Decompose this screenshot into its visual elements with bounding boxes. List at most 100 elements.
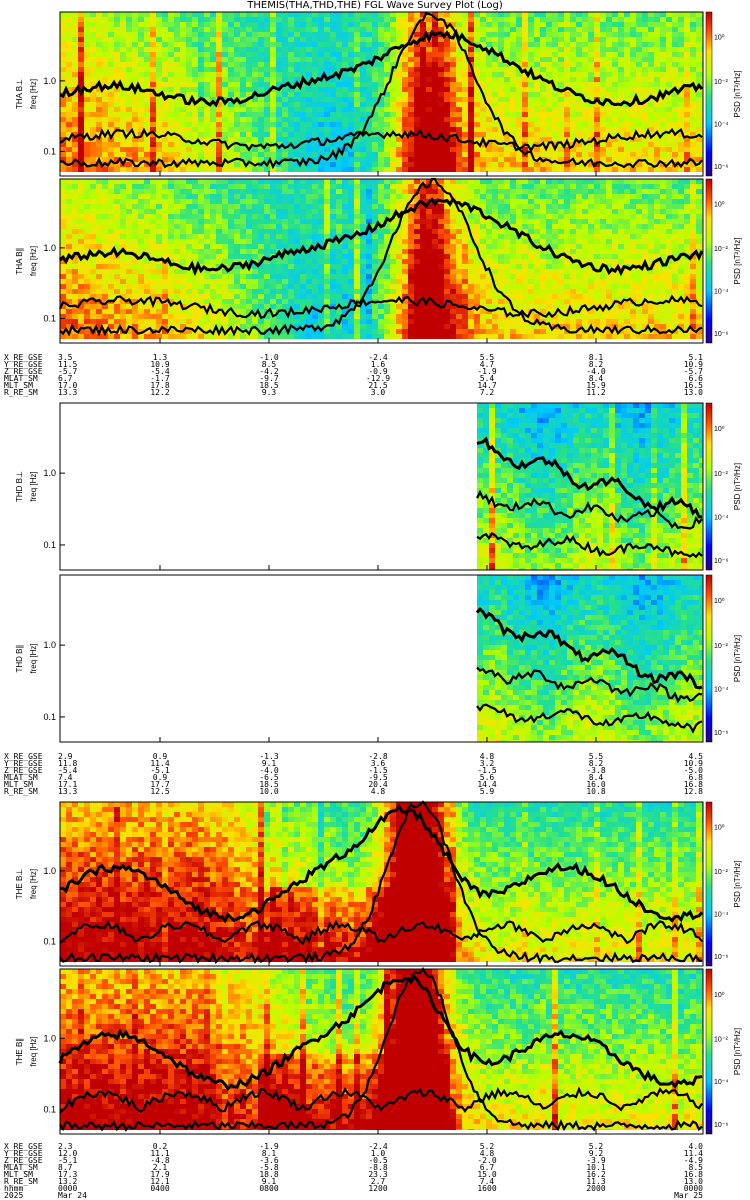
- ephemeris-value: -9.7: [259, 374, 279, 383]
- series-line: [59, 800, 703, 965]
- ephemeris-value: 0400: [150, 1184, 170, 1193]
- y-axis-unit: freq [Hz]: [29, 471, 38, 501]
- no-data-strip: [60, 172, 703, 176]
- ephemeris-value: 10.8: [586, 787, 606, 796]
- ephemeris-label: R_RE_SM: [4, 787, 38, 796]
- ephemeris-value: 14.4: [477, 780, 497, 789]
- ephemeris-value: 9.1: [261, 1177, 277, 1186]
- ephemeris-value: 4.8: [370, 787, 386, 796]
- ephemeris-row: Y_RE_GSE 11.8 11.4 9.1 3.6 3.2 8.2 10.9: [0, 759, 750, 768]
- ephemeris-value: -4.0: [259, 766, 279, 775]
- ephemeris-value: 13.0: [683, 1177, 703, 1186]
- y-tick-label: 1.0: [43, 468, 56, 478]
- no-data-strip: [60, 339, 703, 343]
- ephemeris-label: Z_RE_GSE: [4, 367, 43, 376]
- series-line: [476, 489, 703, 530]
- ephemeris-value: 8.4: [588, 374, 604, 383]
- ephemeris-value: 1.6: [370, 360, 386, 369]
- ephemeris-value: 14.7: [477, 381, 497, 390]
- ephemeris-value: 16.8: [683, 780, 703, 789]
- ephemeris-label: R_RE_SM: [4, 1177, 38, 1186]
- ephemeris-value: 16.2: [586, 1170, 606, 1179]
- colorbar-tick-label: 10⁻²: [714, 79, 728, 86]
- ephemeris-value: 11.4: [150, 759, 170, 768]
- panel-frame: [59, 968, 704, 1135]
- ephemeris-value: 11.2: [586, 388, 606, 397]
- ephemeris-value: 7.4: [479, 1177, 495, 1186]
- ephemeris-value: 18.5: [259, 780, 279, 789]
- ephemeris-row: R_RE_SM 13.3 12.2 9.3 3.0 7.2 11.2 13.0: [0, 388, 750, 397]
- colorbar-tick-label: 10⁰: [714, 201, 725, 209]
- ephemeris-value: -4.8: [150, 1156, 170, 1165]
- y-tick-label: 1.0: [43, 866, 56, 876]
- ephemeris-value: -4.0: [586, 367, 606, 376]
- ephemeris-table-tha: X_RE_GSE 3.5 1.3 -1.0 -2.4 5.5 8.1 5.1 Y_RE_GSE 1…: [0, 353, 750, 397]
- ephemeris-label: MLAT_SM: [4, 374, 38, 383]
- ephemeris-value: 4.5: [688, 752, 703, 761]
- ephemeris-label: MLT_SM: [4, 381, 33, 390]
- series-line: [58, 196, 704, 277]
- colorbar-tick-label: 10⁻²: [714, 869, 728, 876]
- ephemeris-value: 6.7: [479, 1163, 495, 1172]
- ephemeris-value: 5.9: [479, 787, 495, 796]
- y-axis-title: THE B⊥: [15, 869, 24, 900]
- colorbar-tick-label: 10⁻⁴: [714, 515, 729, 522]
- ephemeris-value: 13.3: [58, 787, 78, 796]
- spectrogram-panel-tha-bpar: 1.0 0.1 THA B∥ freq [Hz] 10⁰ 10⁻² 10⁻⁴ 10⁻⁶ PSD …: [15, 177, 742, 344]
- colorbar-tick-label: 10⁰: [714, 991, 725, 999]
- colorbar-tick-label: 10⁻⁶: [714, 558, 728, 565]
- ephemeris-value: 2.7: [370, 1177, 386, 1186]
- ephemeris-value: 5.2: [588, 1142, 604, 1151]
- colorbar-tick-label: 10⁻²: [714, 471, 728, 478]
- ephemeris-value: 5.6: [479, 773, 495, 782]
- ephemeris-table-thd: X_RE_GSE 2.9 0.9 -1.3 -2.8 4.8 5.5 4.5 Y_RE_GSE 1…: [0, 752, 750, 796]
- ephemeris-value: 0.9: [152, 773, 168, 782]
- series-line: [59, 919, 703, 946]
- ephemeris-value: 11.5: [58, 360, 78, 369]
- no-data-strip: [60, 1130, 703, 1134]
- ephemeris-label: hhmm: [4, 1184, 24, 1193]
- colorbar-label: PSD [nT²/Hz]: [733, 860, 742, 907]
- ephemeris-value: 1.3: [152, 353, 168, 362]
- ephemeris-row: X_RE_GSE 2.9 0.9 -1.3 -2.8 4.8 5.5 4.5: [0, 752, 750, 761]
- panel-frame: [59, 801, 704, 967]
- ephemeris-value: 8.1: [588, 353, 604, 362]
- no-data-strip: [60, 962, 703, 966]
- spectrogram-panel-the-bperp: 1.0 0.1 THE B⊥ freq [Hz] 10⁰ 10⁻² 10⁻⁴ 10⁻⁶ PSD …: [15, 800, 742, 967]
- ephemeris-label: R_RE_SM: [4, 388, 38, 397]
- ephemeris-row: MLT_SM 17.3 17.9 18.8 23.3 15.0 16.2 16.8: [0, 1170, 750, 1179]
- ephemeris-value: 12.5: [150, 787, 170, 796]
- ephemeris-value: 8.2: [588, 759, 604, 768]
- spectrogram-panel-thd-bpar: 1.0 0.1 THD B∥ freq [Hz] 10⁰ 10⁻² 10⁻⁴ 10⁻⁶ PSD …: [15, 574, 742, 743]
- ephemeris-row: R_RE_SM 13.3 12.5 10.0 4.8 5.9 10.8 12.8: [0, 787, 750, 796]
- ephemeris-value: 9.3: [261, 388, 277, 397]
- ephemeris-value: 5.1: [688, 353, 703, 362]
- series-line: [59, 1086, 703, 1114]
- y-axis-unit: freq [Hz]: [29, 643, 38, 673]
- series-line: [476, 703, 703, 734]
- ephemeris-value: -5.1: [58, 1156, 78, 1165]
- series-line: [475, 606, 703, 690]
- ephemeris-value: 13.2: [58, 1177, 78, 1186]
- colorbar-label: PSD [nT²/Hz]: [733, 237, 742, 284]
- ephemeris-value: 10.9: [150, 360, 170, 369]
- ephemeris-row: Z_RE_GSE -5.1 -4.8 -3.6 -0.5 -2.0 -3.9 -4.9: [0, 1156, 750, 1165]
- series-line: [476, 666, 703, 704]
- ephemeris-row: R_RE_SM 13.2 12.1 9.1 2.7 7.4 11.3 13.0: [0, 1177, 750, 1186]
- ephemeris-label: MLAT_SM: [4, 1163, 38, 1172]
- ephemeris-value: 1200: [368, 1184, 388, 1193]
- colorbar: [705, 402, 713, 571]
- y-tick-label: 1.0: [43, 1033, 56, 1043]
- colorbar-label: PSD [nT²/Hz]: [733, 463, 742, 510]
- colorbar-tick-label: 10⁰: [714, 824, 725, 832]
- series-line: [476, 531, 703, 559]
- y-axis-title: THD B⊥: [15, 471, 24, 502]
- colorbar-tick-label: 10⁻²: [714, 246, 728, 253]
- ephemeris-value: Mar 25: [674, 1191, 703, 1200]
- ephemeris-label: MLAT_SM: [4, 773, 38, 782]
- ephemeris-value: 21.5: [368, 381, 388, 390]
- ephemeris-value: 11.3: [586, 1177, 606, 1186]
- colorbar-tick-label: 10⁻²: [714, 1036, 728, 1043]
- ephemeris-value: 2.3: [58, 1142, 73, 1151]
